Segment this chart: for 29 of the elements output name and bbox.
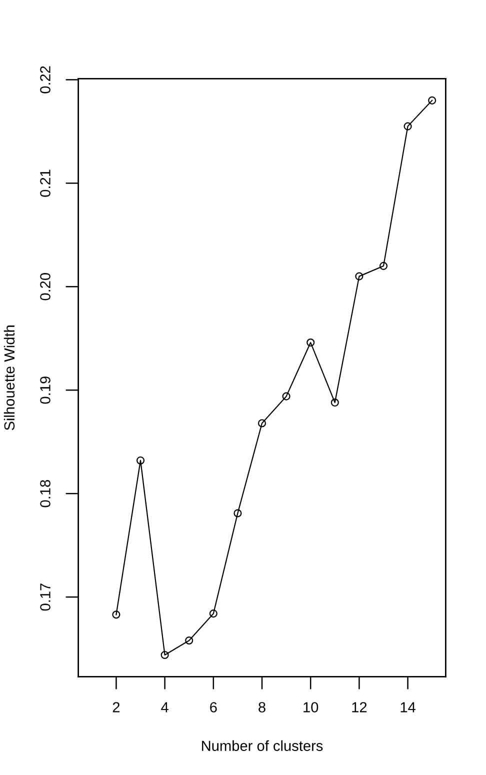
point [160,650,169,659]
y-tick-label: 0.20 [40,273,50,300]
point [258,419,266,428]
point [306,338,315,347]
point [234,509,242,518]
x-tick-label: 4 [161,702,168,712]
x-tick-label: 14 [400,702,416,712]
point [112,610,120,619]
point [428,96,436,104]
point [209,610,218,618]
y-tick-label: 0.17 [40,584,50,611]
y-tick-label: 0.19 [40,376,50,404]
point [355,272,364,280]
point [136,456,145,464]
point [330,398,339,407]
x-axis-title: Number of clusters [202,740,323,752]
x-tick-label: 10 [304,702,318,712]
y-tick-label: 0.21 [40,170,50,197]
point [282,392,290,400]
x-tick-label: 6 [210,702,217,712]
x-tick-label: 8 [258,702,266,712]
y-axis-title: Silhouette Width [4,326,15,430]
x-tick-label: 2 [112,702,120,712]
point [185,636,194,645]
y-tick-label: 0.18 [40,480,50,508]
x-tick-label: 12 [352,702,367,712]
y-tick-label: 0.22 [40,66,50,94]
point [404,122,412,130]
point [379,262,388,270]
